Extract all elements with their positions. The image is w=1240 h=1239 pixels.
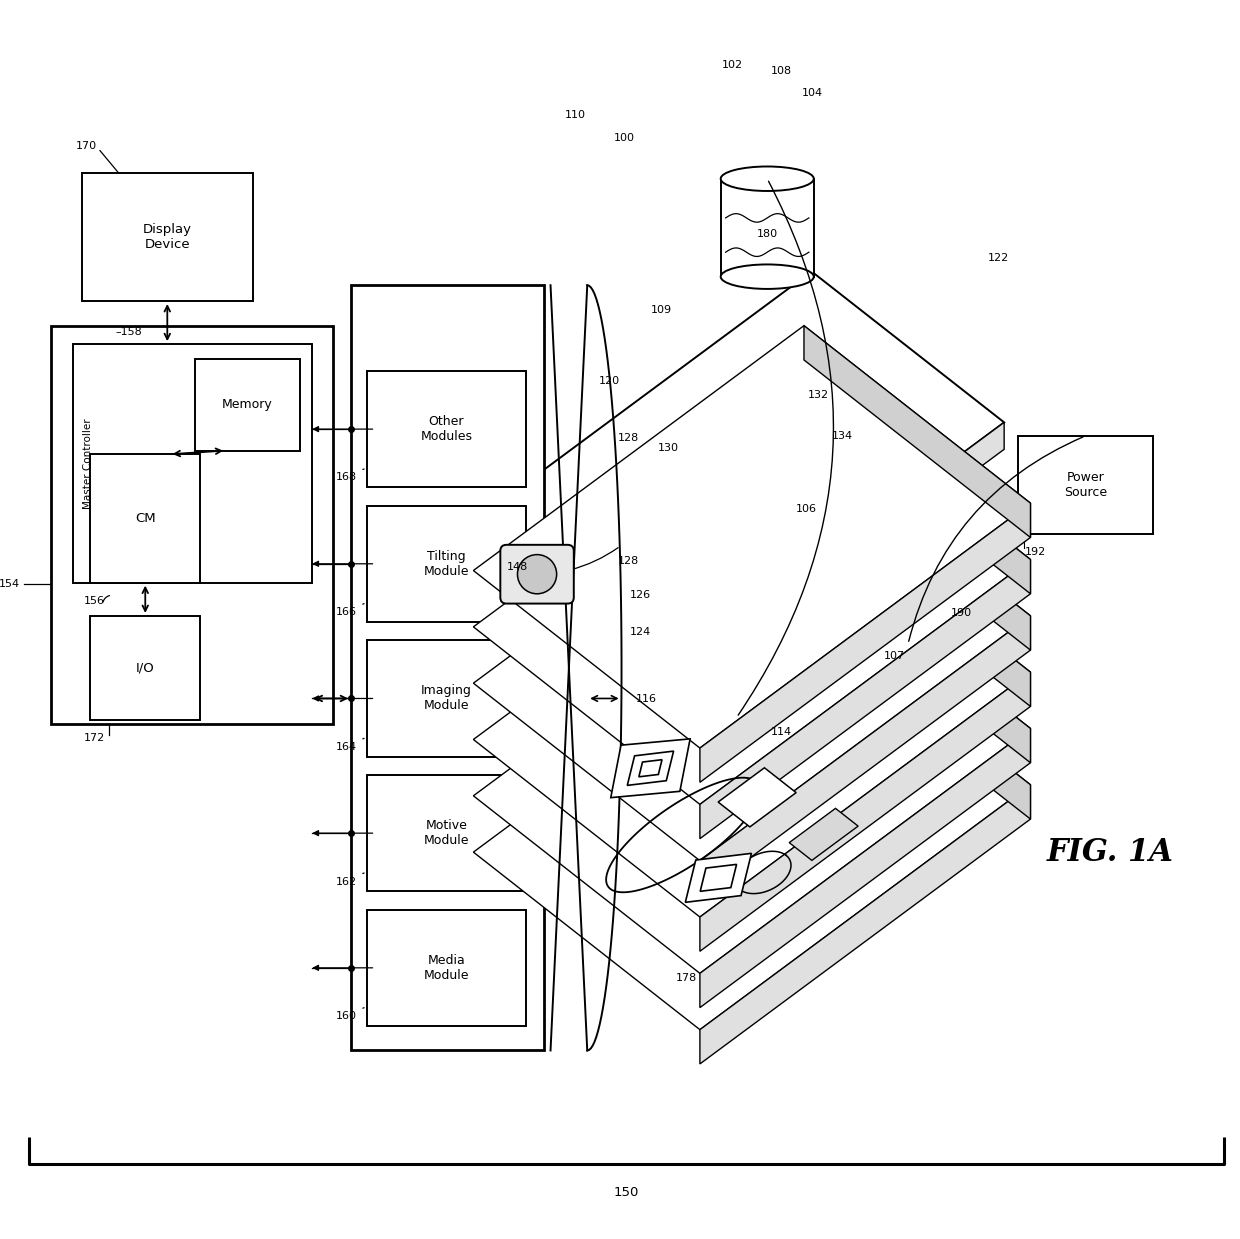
Polygon shape bbox=[699, 784, 1030, 1064]
Text: FIG. 1A: FIG. 1A bbox=[1047, 836, 1173, 867]
Text: Power
Source: Power Source bbox=[1064, 471, 1107, 499]
Text: 110: 110 bbox=[565, 110, 587, 120]
Text: 168: 168 bbox=[336, 472, 357, 482]
Polygon shape bbox=[699, 672, 1030, 952]
Polygon shape bbox=[639, 760, 662, 777]
Polygon shape bbox=[804, 382, 1030, 593]
FancyBboxPatch shape bbox=[500, 545, 574, 603]
Polygon shape bbox=[718, 768, 796, 826]
Text: 130: 130 bbox=[658, 444, 680, 453]
Text: 150: 150 bbox=[614, 1187, 639, 1199]
Text: 192: 192 bbox=[1024, 548, 1045, 558]
FancyBboxPatch shape bbox=[367, 506, 526, 622]
Text: 128: 128 bbox=[618, 556, 639, 566]
Text: 154: 154 bbox=[0, 580, 20, 590]
Polygon shape bbox=[474, 326, 1030, 748]
Polygon shape bbox=[474, 551, 1030, 974]
Text: 107: 107 bbox=[884, 652, 905, 662]
FancyBboxPatch shape bbox=[367, 774, 526, 891]
Text: 190: 190 bbox=[951, 608, 972, 618]
Text: 132: 132 bbox=[807, 390, 828, 400]
Polygon shape bbox=[474, 494, 1030, 917]
Polygon shape bbox=[699, 616, 1030, 895]
Text: 108: 108 bbox=[771, 66, 792, 76]
Polygon shape bbox=[627, 751, 673, 786]
Text: Media
Module: Media Module bbox=[424, 954, 469, 981]
Polygon shape bbox=[804, 326, 1030, 538]
Text: Other
Modules: Other Modules bbox=[420, 415, 472, 444]
Text: 162: 162 bbox=[336, 876, 357, 887]
Text: 104: 104 bbox=[801, 88, 822, 98]
Text: 124: 124 bbox=[630, 627, 651, 637]
Polygon shape bbox=[699, 729, 1030, 1007]
Text: Imaging
Module: Imaging Module bbox=[422, 684, 472, 712]
FancyBboxPatch shape bbox=[91, 455, 201, 582]
Text: 126: 126 bbox=[630, 590, 651, 600]
FancyBboxPatch shape bbox=[51, 326, 332, 724]
Text: –158: –158 bbox=[115, 327, 143, 337]
Polygon shape bbox=[657, 422, 1004, 706]
Text: 172: 172 bbox=[84, 733, 105, 743]
Text: 128: 128 bbox=[618, 434, 639, 444]
Polygon shape bbox=[701, 865, 737, 891]
Text: 109: 109 bbox=[651, 305, 672, 315]
Polygon shape bbox=[789, 808, 858, 860]
Text: 164: 164 bbox=[336, 742, 357, 752]
Polygon shape bbox=[474, 439, 1030, 861]
Text: 148: 148 bbox=[507, 561, 528, 572]
Text: 106: 106 bbox=[795, 504, 816, 514]
Text: 102: 102 bbox=[722, 59, 743, 69]
FancyBboxPatch shape bbox=[367, 370, 526, 487]
Text: 100: 100 bbox=[614, 134, 635, 144]
Polygon shape bbox=[804, 494, 1030, 706]
Polygon shape bbox=[611, 738, 691, 798]
Text: 160: 160 bbox=[336, 1011, 357, 1021]
FancyBboxPatch shape bbox=[351, 285, 544, 1051]
Text: 134: 134 bbox=[832, 431, 853, 441]
Polygon shape bbox=[465, 271, 1004, 679]
FancyBboxPatch shape bbox=[73, 344, 311, 582]
Text: 170: 170 bbox=[76, 141, 97, 151]
Text: 166: 166 bbox=[336, 607, 357, 617]
FancyBboxPatch shape bbox=[720, 178, 813, 276]
Text: Display
Device: Display Device bbox=[143, 223, 192, 250]
Text: 120: 120 bbox=[599, 375, 620, 385]
Circle shape bbox=[517, 555, 557, 593]
Ellipse shape bbox=[720, 264, 813, 289]
Polygon shape bbox=[474, 607, 1030, 1030]
Text: Motive
Module: Motive Module bbox=[424, 819, 469, 847]
Text: 178: 178 bbox=[676, 974, 697, 984]
Polygon shape bbox=[804, 439, 1030, 650]
Text: Memory: Memory bbox=[222, 398, 273, 411]
Polygon shape bbox=[474, 382, 1030, 804]
Polygon shape bbox=[699, 503, 1030, 782]
Text: 122: 122 bbox=[987, 253, 1009, 264]
FancyBboxPatch shape bbox=[82, 172, 253, 301]
Text: Tilting
Module: Tilting Module bbox=[424, 550, 469, 577]
Polygon shape bbox=[804, 551, 1030, 763]
FancyBboxPatch shape bbox=[91, 616, 201, 720]
Polygon shape bbox=[804, 607, 1030, 819]
FancyBboxPatch shape bbox=[367, 641, 526, 757]
FancyBboxPatch shape bbox=[196, 359, 300, 451]
Text: I/O: I/O bbox=[136, 662, 155, 674]
FancyBboxPatch shape bbox=[367, 909, 526, 1026]
Text: 116: 116 bbox=[636, 694, 657, 704]
Text: 180: 180 bbox=[756, 229, 777, 239]
Text: 156: 156 bbox=[84, 596, 105, 606]
Text: CM: CM bbox=[135, 512, 155, 525]
Ellipse shape bbox=[720, 166, 813, 191]
FancyBboxPatch shape bbox=[1018, 436, 1153, 534]
Text: Master Controller: Master Controller bbox=[83, 418, 93, 509]
Text: 114: 114 bbox=[771, 727, 792, 737]
Polygon shape bbox=[699, 560, 1030, 839]
Polygon shape bbox=[686, 854, 751, 902]
